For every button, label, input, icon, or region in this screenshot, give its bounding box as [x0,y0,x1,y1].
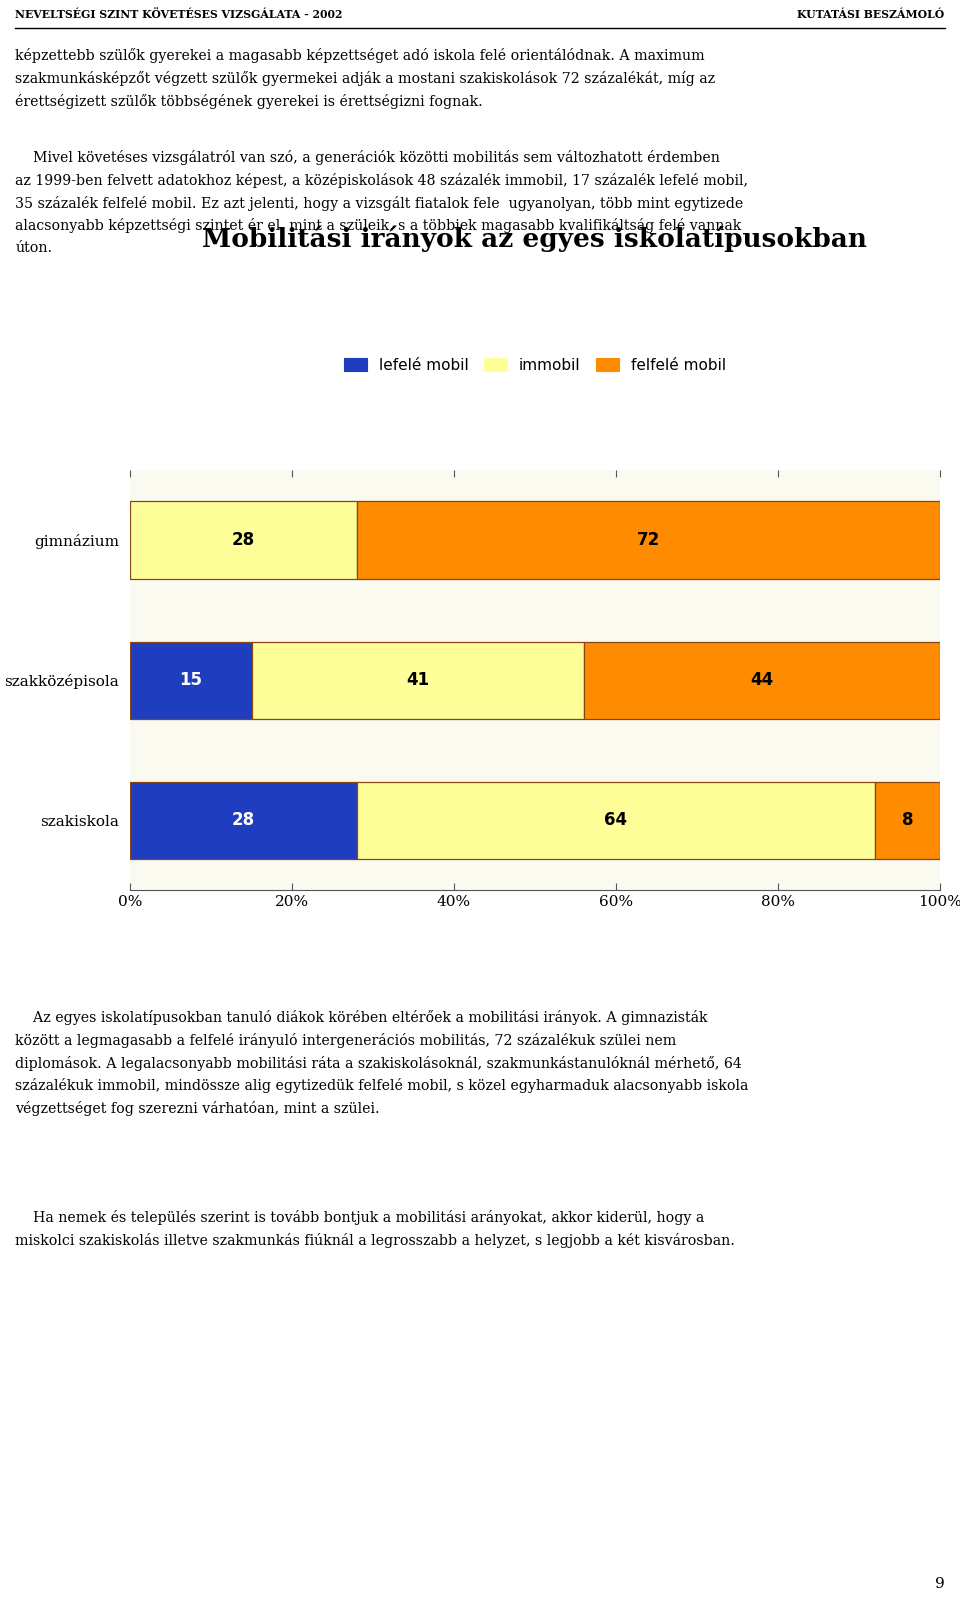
Text: 41: 41 [406,671,429,689]
Bar [357,502,940,579]
Bar [876,782,940,858]
Text: 44: 44 [750,671,774,689]
Text: 28: 28 [231,531,255,548]
Bar [584,642,940,718]
Bar [357,782,876,858]
Text: képzettebb szülők gyerekei a magasabb képzettséget adó iskola felé orientálódnak: képzettebb szülők gyerekei a magasabb ké… [15,48,715,108]
Text: 15: 15 [180,671,203,689]
Bar [130,642,252,718]
Text: 8: 8 [901,811,913,829]
Text: Mivel követéses vizsgálatról van szó, a generációk közötti mobilitás sem változh: Mivel követéses vizsgálatról van szó, a … [15,150,749,255]
Text: Mobilitási irányok az egyes iskolatípusokban: Mobilitási irányok az egyes iskolatípuso… [203,226,868,252]
Text: KUTATÁSI BESZÁMOLÓ: KUTATÁSI BESZÁMOLÓ [798,10,945,21]
Text: Az egyes iskolatípusokban tanuló diákok körében eltérőek a mobilitási irányok. A: Az egyes iskolatípusokban tanuló diákok … [15,1010,749,1116]
Text: 72: 72 [636,531,660,548]
Bar [130,782,357,858]
Text: Ha nemek és település szerint is tovább bontjuk a mobilitási arányokat, akkor ki: Ha nemek és település szerint is tovább … [15,1210,735,1248]
Text: 28: 28 [231,811,255,829]
Bar [130,502,357,579]
Bar [252,642,584,718]
Text: 64: 64 [605,811,628,829]
Text: NEVELTSÉGI SZINT KÖVETÉSES VIZSGÁLATA - 2002: NEVELTSÉGI SZINT KÖVETÉSES VIZSGÁLATA - … [15,10,343,21]
Legend: lefelé mobil, immobil, felfelé mobil: lefelé mobil, immobil, felfelé mobil [338,352,732,379]
Text: 9: 9 [935,1578,945,1590]
